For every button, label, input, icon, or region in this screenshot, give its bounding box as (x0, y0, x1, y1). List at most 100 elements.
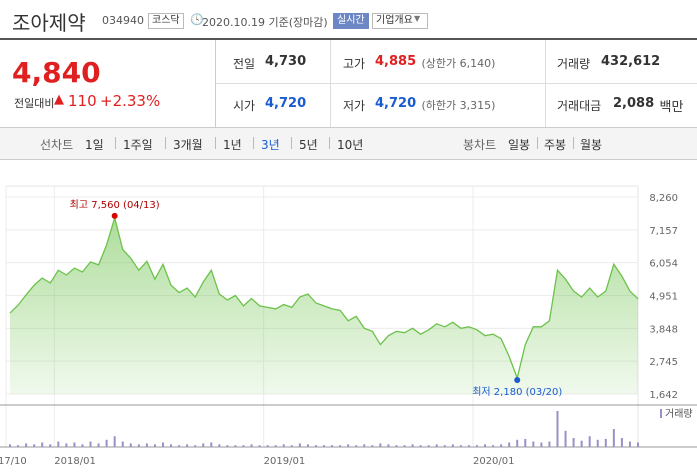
date: 2020.10.19 기준(장마감) (202, 16, 328, 29)
volume-bar (427, 445, 430, 447)
quote-box: 4,840 전일대비 ▲ 110 +2.33% (0, 40, 216, 127)
volume-bar (186, 444, 189, 447)
candle-tab[interactable]: 주봉 (544, 138, 567, 152)
volume-bar (89, 441, 92, 447)
x-tick-label: 2019/01 (264, 456, 306, 467)
volume-bar (395, 445, 398, 447)
y-tick-label: 2,745 (649, 357, 678, 368)
stat-label: 전일 (233, 57, 256, 71)
volume-bar (371, 445, 374, 447)
volume-bar (266, 445, 269, 447)
volume-bar (580, 440, 583, 447)
volume-bar (282, 444, 285, 447)
up-arrow: ▲ (54, 92, 64, 107)
volume-bar (218, 444, 221, 447)
volume-bar (290, 445, 293, 447)
volume-bar (234, 445, 237, 447)
period-sep (329, 137, 330, 149)
volume-bar (65, 443, 68, 447)
volume-bar (33, 444, 36, 447)
candle-label: 봉차트 (463, 138, 497, 152)
date-icon: 🕓 (190, 13, 204, 26)
stats-col-divider (545, 40, 546, 127)
volume-bar (161, 442, 164, 447)
period-tab[interactable]: 3년 (261, 138, 280, 152)
x-tick-label: 2020/01 (473, 456, 515, 467)
volume-bar (556, 411, 559, 447)
volume-bar (306, 444, 309, 447)
stat-label: 저가 (343, 99, 366, 113)
volume-bar (323, 445, 325, 447)
volume-bar (355, 445, 358, 447)
volume-bar (129, 443, 132, 447)
volume-bar (628, 441, 631, 447)
volume-bar (41, 442, 44, 447)
x-tick-label: 2018/01 (54, 456, 96, 467)
period-tab[interactable]: 3개월 (173, 138, 203, 152)
volume-bar (105, 439, 108, 447)
volume-bar (331, 445, 334, 447)
volume-bar (492, 445, 495, 447)
volume-bar (540, 442, 543, 447)
low-label: 최저 2,180 (03/20) (472, 386, 562, 398)
volume-bar (153, 444, 156, 447)
volume-bar (194, 445, 197, 447)
volume-bar (612, 429, 615, 447)
volume-bar (363, 444, 366, 447)
stat-value: 432,612 (601, 54, 661, 69)
period-tab[interactable]: 10년 (337, 138, 364, 152)
period-tab[interactable]: 5년 (299, 138, 318, 152)
stat-label: 거래량 (557, 57, 591, 71)
volume-bar (226, 445, 229, 447)
realtime-button[interactable]: 실시간 (333, 13, 369, 29)
volume-bar (17, 445, 20, 447)
volume-bar (443, 445, 446, 447)
volume-bar (49, 444, 52, 447)
volume-bar (113, 436, 116, 447)
candle-tab[interactable]: 월봉 (580, 138, 603, 152)
candle-sep (537, 137, 538, 149)
y-tick-label: 3,848 (649, 324, 678, 335)
high-label: 최고 7,560 (04/13) (70, 199, 160, 211)
market-badge: 코스닥 (148, 13, 184, 29)
stock-name: 조아제약 (12, 11, 86, 35)
volume-bar (564, 430, 567, 447)
volume-bar (484, 444, 487, 447)
volume-bar (339, 445, 342, 447)
volume-bar (419, 445, 422, 447)
candle-tab[interactable]: 일봉 (508, 138, 531, 152)
period-tab[interactable]: 1일 (85, 138, 104, 152)
period-tab[interactable]: 1주일 (123, 138, 153, 152)
stock-code: 034940 (102, 14, 144, 27)
stat-value: 4,720 (265, 96, 307, 111)
period-tab[interactable]: 1년 (223, 138, 242, 152)
volume-bar (121, 441, 124, 447)
x-tick-label: 2017/10 (0, 456, 27, 467)
volume-bar (620, 438, 623, 447)
stat-label: 시가 (233, 99, 256, 113)
volume-bar (532, 441, 535, 447)
y-tick-label: 6,054 (649, 259, 678, 270)
chart: 1,642 2,745 3,848 4,951 6,054 7,157 8,260 2017/… (0, 185, 697, 467)
company-info-dropdown[interactable]: 기업개요 (372, 13, 428, 29)
volume-bar (298, 443, 301, 447)
volume-bar (435, 444, 438, 447)
volume-bar (572, 438, 575, 447)
volume-bar (516, 439, 519, 447)
stat-unit: 백만 (659, 100, 684, 115)
volume-bar (9, 444, 11, 447)
volume-bar (170, 444, 173, 447)
volume-bar (210, 442, 213, 447)
stat-value: 4,885 (375, 54, 417, 69)
change-label: 전일대비 (14, 97, 55, 110)
volume-bar (81, 444, 84, 447)
period-sep (215, 137, 216, 149)
stat-value: 4,730 (265, 54, 307, 69)
change-rate: +2.33% (100, 92, 161, 110)
volume-bar (25, 443, 28, 447)
y-tick-label: 8,260 (649, 193, 678, 204)
high-marker (111, 212, 118, 219)
volume-bar (604, 438, 607, 447)
period-sep (115, 137, 116, 149)
